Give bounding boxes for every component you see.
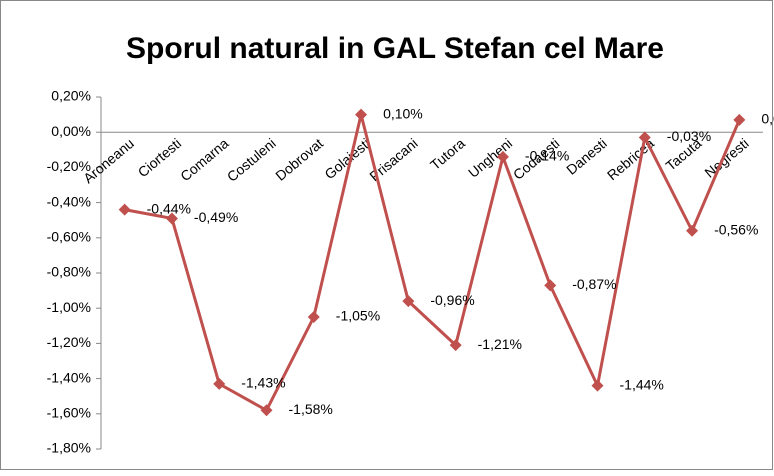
marker [307,311,320,323]
marker [165,212,178,225]
marker [118,203,131,216]
y-tick-label: -0,20% [47,158,91,174]
y-tick-label: -1,20% [47,334,91,350]
data-label: -0,49% [194,209,238,225]
marker [213,377,226,390]
y-tick-label: 0,20% [51,88,91,104]
y-tick-label: -1,40% [47,369,91,385]
marker [260,404,273,417]
y-tick-label: -0,80% [47,264,91,280]
data-label: -0,44% [147,200,191,216]
data-label: -1,05% [336,308,380,324]
marker [402,295,415,308]
data-label: 0,07% [761,111,774,127]
data-label: -0,96% [430,292,474,308]
data-label: -1,43% [241,375,285,391]
y-tick-label: -1,00% [47,299,91,315]
y-tick-label: -1,80% [47,440,91,456]
data-label: -0,14% [525,148,569,164]
data-label: -1,58% [289,401,333,417]
y-tick-label: -1,60% [47,405,91,421]
data-label: -0,56% [714,221,758,237]
data-label: 0,10% [383,105,423,121]
marker [355,108,368,121]
chart-title: Sporul natural in GAL Stefan cel Mare [126,32,664,65]
line [124,114,741,413]
marker [449,339,462,352]
marker [496,150,509,163]
data-label: -0,87% [572,276,616,292]
y-tick-label: -0,40% [47,193,91,209]
data-label: -1,21% [478,336,522,352]
y-tick-label: -0,60% [47,229,91,245]
y-tick-label: 0,00% [51,123,91,139]
data-label: -1,44% [620,376,664,392]
marker [544,279,557,292]
data-label: -0,03% [667,128,711,144]
marker [638,131,651,144]
marker [733,113,746,126]
marker [591,379,604,392]
marker [686,224,699,237]
